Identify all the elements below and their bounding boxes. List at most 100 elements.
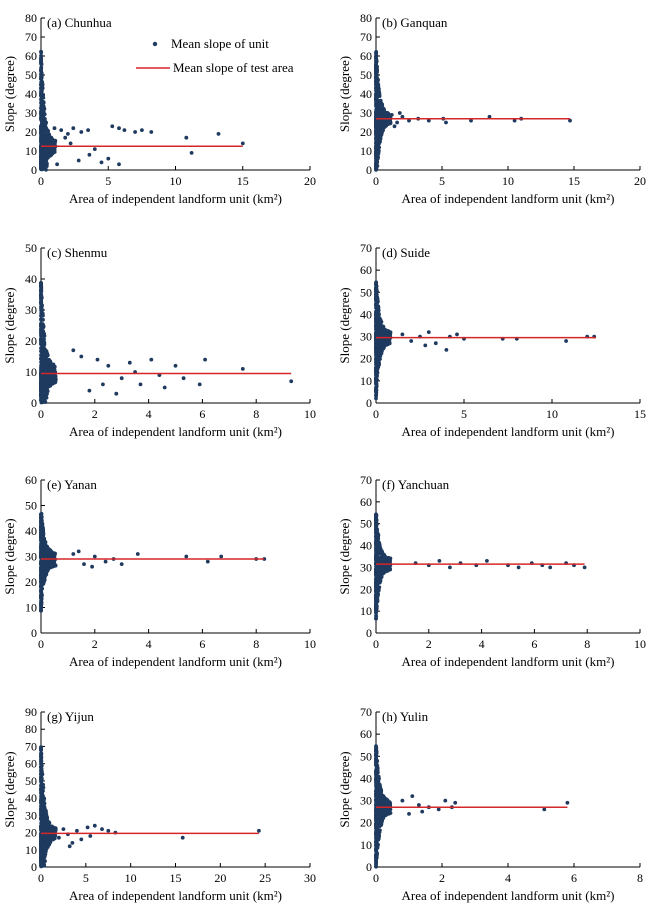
data-point bbox=[41, 782, 45, 787]
data-point bbox=[374, 285, 378, 290]
data-point bbox=[378, 560, 383, 565]
data-point bbox=[39, 306, 44, 310]
data-point bbox=[119, 562, 124, 566]
data-point bbox=[39, 281, 43, 286]
x-axis-title: Area of independent landform unit (km²) bbox=[402, 424, 615, 439]
x-tick-label: 0 bbox=[38, 637, 44, 651]
data-point bbox=[46, 823, 51, 828]
data-point bbox=[376, 577, 381, 581]
data-point bbox=[386, 329, 391, 334]
data-point bbox=[376, 796, 381, 801]
data-point bbox=[39, 65, 44, 70]
data-point bbox=[47, 841, 51, 846]
chart-panel: 0 10 20 30 40 50 60 70 0 5 10 15 Area of independent… bbox=[337, 241, 646, 439]
data-point bbox=[75, 828, 79, 833]
data-point bbox=[47, 357, 51, 362]
x-tick-label: 15 bbox=[170, 871, 182, 885]
x-tick-label: 0 bbox=[373, 871, 379, 885]
data-point bbox=[374, 102, 378, 107]
data-point bbox=[374, 587, 379, 592]
data-point bbox=[375, 818, 380, 823]
data-point bbox=[39, 80, 44, 84]
data-point bbox=[41, 377, 46, 382]
data-point bbox=[44, 126, 49, 131]
x-tick-label: 8 bbox=[637, 871, 643, 885]
x-tick-label: 10 bbox=[304, 637, 316, 651]
data-point bbox=[417, 803, 421, 807]
y-tick-label: 40 bbox=[25, 524, 37, 538]
legend: Mean slope of unit Mean slope of test ar… bbox=[136, 36, 294, 75]
data-point bbox=[374, 375, 379, 379]
data-point bbox=[400, 114, 405, 119]
data-point bbox=[43, 540, 48, 544]
y-tick-label: 60 bbox=[25, 473, 37, 487]
data-point bbox=[564, 339, 568, 343]
y-tick-label: 0 bbox=[31, 396, 37, 410]
data-point bbox=[46, 563, 51, 568]
data-point bbox=[382, 124, 386, 129]
data-point bbox=[410, 794, 415, 798]
data-point bbox=[444, 348, 449, 352]
data-point bbox=[43, 569, 48, 574]
data-point bbox=[374, 530, 378, 534]
data-point bbox=[40, 815, 45, 820]
data-point bbox=[380, 810, 385, 814]
data-point bbox=[95, 357, 100, 362]
y-axis-title: Slope (degree) bbox=[337, 287, 352, 363]
data-point bbox=[40, 363, 45, 368]
data-point bbox=[42, 573, 46, 577]
chart-panel: 0 10 20 30 40 50 60 70 0 2 4 6 8 10 Area of independen… bbox=[337, 473, 646, 669]
x-tick-label: 10 bbox=[304, 407, 316, 421]
data-point bbox=[374, 361, 378, 365]
data-point bbox=[374, 382, 379, 386]
y-tick-label: 50 bbox=[25, 68, 37, 82]
data-point bbox=[374, 96, 379, 101]
data-point bbox=[135, 552, 140, 556]
x-axis-title: Area of independent landform unit (km²) bbox=[402, 888, 615, 903]
data-point bbox=[41, 859, 46, 863]
data-point bbox=[443, 798, 448, 803]
data-point bbox=[374, 785, 379, 790]
panel-label: (e) Yanan bbox=[47, 477, 97, 492]
x-tick-label: 5 bbox=[83, 871, 89, 885]
data-point bbox=[71, 348, 76, 353]
y-tick-label: 30 bbox=[25, 550, 37, 564]
y-tick-label: 30 bbox=[25, 808, 37, 822]
x-tick-label: 2 bbox=[92, 407, 98, 421]
data-point bbox=[374, 756, 378, 760]
data-point bbox=[43, 160, 47, 165]
data-point bbox=[53, 833, 58, 838]
data-point bbox=[43, 353, 47, 357]
data-point bbox=[66, 132, 70, 136]
legend-points-label: Mean slope of unit bbox=[171, 36, 269, 51]
data-point bbox=[374, 520, 378, 524]
data-point bbox=[40, 518, 44, 523]
y-tick-label: 40 bbox=[360, 87, 372, 101]
y-tick-label: 20 bbox=[25, 826, 37, 840]
y-tick-label: 60 bbox=[360, 727, 372, 741]
x-tick-label: 8 bbox=[253, 407, 259, 421]
data-point bbox=[382, 558, 387, 563]
y-tick-label: 30 bbox=[25, 303, 37, 317]
data-point bbox=[51, 828, 56, 832]
y-tick-label: 40 bbox=[25, 791, 37, 805]
data-point bbox=[380, 102, 384, 107]
data-point bbox=[39, 561, 43, 566]
data-point bbox=[57, 835, 61, 840]
data-point bbox=[44, 378, 49, 383]
point-cloud bbox=[374, 50, 572, 172]
data-point bbox=[39, 53, 43, 58]
data-point bbox=[39, 353, 43, 357]
data-point bbox=[48, 365, 53, 370]
data-point bbox=[39, 57, 44, 62]
data-point bbox=[43, 347, 48, 352]
data-point bbox=[85, 825, 90, 830]
data-point bbox=[400, 798, 405, 803]
data-point bbox=[374, 341, 378, 346]
data-point bbox=[381, 333, 386, 338]
data-point bbox=[39, 799, 43, 804]
data-point bbox=[40, 581, 45, 586]
data-point bbox=[39, 584, 43, 589]
